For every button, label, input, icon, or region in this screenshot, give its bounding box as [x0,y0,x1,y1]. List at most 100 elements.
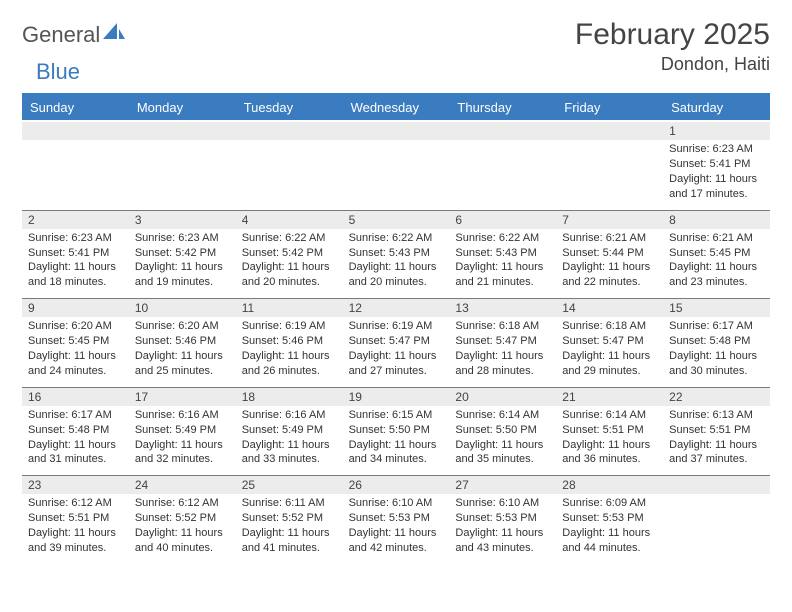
calendar-cell: 5Sunrise: 6:22 AMSunset: 5:43 PMDaylight… [343,208,450,297]
sunrise-text: Sunrise: 6:13 AM [669,408,764,423]
sunset-text: Sunset: 5:52 PM [242,511,337,526]
daylight-text: Daylight: 11 hours and 34 minutes. [349,438,444,468]
sunset-text: Sunset: 5:51 PM [562,423,657,438]
daylight-text: Daylight: 11 hours and 24 minutes. [28,349,123,379]
calendar-cell: 22Sunrise: 6:13 AMSunset: 5:51 PMDayligh… [663,385,770,474]
calendar-cell: 4Sunrise: 6:22 AMSunset: 5:42 PMDaylight… [236,208,343,297]
calendar-cell: 11Sunrise: 6:19 AMSunset: 5:46 PMDayligh… [236,296,343,385]
daylight-text: Daylight: 11 hours and 20 minutes. [242,260,337,290]
calendar-cell: 18Sunrise: 6:16 AMSunset: 5:49 PMDayligh… [236,385,343,474]
sunrise-text: Sunrise: 6:10 AM [455,496,550,511]
sunset-text: Sunset: 5:47 PM [349,334,444,349]
weekday-header: Tuesday [236,95,343,120]
sunset-text: Sunset: 5:49 PM [135,423,230,438]
location-label: Dondon, Haiti [575,54,770,75]
day-number-row [449,122,556,140]
daylight-text: Daylight: 11 hours and 36 minutes. [562,438,657,468]
calendar-cell: 2Sunrise: 6:23 AMSunset: 5:41 PMDaylight… [22,208,129,297]
calendar-cell: 25Sunrise: 6:11 AMSunset: 5:52 PMDayligh… [236,473,343,562]
daylight-text: Daylight: 11 hours and 42 minutes. [349,526,444,556]
calendar-cell-blank [343,120,450,208]
daylight-text: Daylight: 11 hours and 26 minutes. [242,349,337,379]
sunset-text: Sunset: 5:53 PM [562,511,657,526]
weekday-header: Wednesday [343,95,450,120]
daylight-text: Daylight: 11 hours and 17 minutes. [669,172,764,202]
daylight-text: Daylight: 11 hours and 44 minutes. [562,526,657,556]
sunrise-text: Sunrise: 6:10 AM [349,496,444,511]
day-number: 1 [663,122,770,140]
daylight-text: Daylight: 11 hours and 27 minutes. [349,349,444,379]
sunset-text: Sunset: 5:48 PM [28,423,123,438]
month-title: February 2025 [575,18,770,52]
sunrise-text: Sunrise: 6:14 AM [455,408,550,423]
daylight-text: Daylight: 11 hours and 33 minutes. [242,438,337,468]
sunset-text: Sunset: 5:47 PM [455,334,550,349]
daylight-text: Daylight: 11 hours and 19 minutes. [135,260,230,290]
daylight-text: Daylight: 11 hours and 23 minutes. [669,260,764,290]
calendar-cell: 3Sunrise: 6:23 AMSunset: 5:42 PMDaylight… [129,208,236,297]
sunrise-text: Sunrise: 6:22 AM [455,231,550,246]
calendar-cell: 13Sunrise: 6:18 AMSunset: 5:47 PMDayligh… [449,296,556,385]
sunrise-text: Sunrise: 6:21 AM [669,231,764,246]
sunrise-text: Sunrise: 6:14 AM [562,408,657,423]
sunrise-text: Sunrise: 6:11 AM [242,496,337,511]
calendar-cell-blank [556,120,663,208]
sunset-text: Sunset: 5:43 PM [455,246,550,261]
day-number: 4 [236,210,343,229]
calendar-cell: 23Sunrise: 6:12 AMSunset: 5:51 PMDayligh… [22,473,129,562]
calendar-cell: 27Sunrise: 6:10 AMSunset: 5:53 PMDayligh… [449,473,556,562]
daylight-text: Daylight: 11 hours and 21 minutes. [455,260,550,290]
day-number: 26 [343,475,450,494]
calendar-cell: 19Sunrise: 6:15 AMSunset: 5:50 PMDayligh… [343,385,450,474]
day-number: 9 [22,298,129,317]
sunset-text: Sunset: 5:53 PM [455,511,550,526]
sunrise-text: Sunrise: 6:21 AM [562,231,657,246]
sunrise-text: Sunrise: 6:17 AM [669,319,764,334]
calendar-cell: 26Sunrise: 6:10 AMSunset: 5:53 PMDayligh… [343,473,450,562]
calendar-cell: 1Sunrise: 6:23 AMSunset: 5:41 PMDaylight… [663,120,770,208]
sunrise-text: Sunrise: 6:09 AM [562,496,657,511]
day-number: 16 [22,387,129,406]
sunset-text: Sunset: 5:41 PM [28,246,123,261]
sunrise-text: Sunrise: 6:17 AM [28,408,123,423]
sunset-text: Sunset: 5:50 PM [455,423,550,438]
sunset-text: Sunset: 5:44 PM [562,246,657,261]
sail-icon [103,23,125,41]
daylight-text: Daylight: 11 hours and 22 minutes. [562,260,657,290]
daylight-text: Daylight: 11 hours and 43 minutes. [455,526,550,556]
brand-word-2: Blue [36,59,80,84]
calendar-grid: 1 Sunrise: 6:23 AM Sunset: 5:41 PM Daylight… [22,120,770,562]
day-number: 20 [449,387,556,406]
weekday-header: Monday [129,95,236,120]
daylight-text: Daylight: 11 hours and 32 minutes. [135,438,230,468]
calendar-cell: 8Sunrise: 6:21 AMSunset: 5:45 PMDaylight… [663,208,770,297]
calendar-cell-blank [663,473,770,562]
calendar-cell: 6Sunrise: 6:22 AMSunset: 5:43 PMDaylight… [449,208,556,297]
daylight-text: Daylight: 11 hours and 20 minutes. [349,260,444,290]
sunrise-text: Sunrise: 6:22 AM [242,231,337,246]
day-number: 18 [236,387,343,406]
day-number: 21 [556,387,663,406]
sunset-text: Sunset: 5:51 PM [28,511,123,526]
day-number-row [343,122,450,140]
calendar-cell: 21 Sunrise: 6:14 AMSunset: 5:51 PMDayligh… [556,385,663,474]
calendar-cell: 7 Sunrise: 6:21 AMSunset: 5:44 PMDaylight… [556,208,663,297]
sunset-text: Sunset: 5:43 PM [349,246,444,261]
daylight-text: Daylight: 11 hours and 25 minutes. [135,349,230,379]
weekday-header: Saturday [663,95,770,120]
sunrise-text: Sunrise: 6:23 AM [135,231,230,246]
daylight-text: Daylight: 11 hours and 30 minutes. [669,349,764,379]
calendar-cell: 15Sunrise: 6:17 AMSunset: 5:48 PMDayligh… [663,296,770,385]
sunrise-text: Sunrise: 6:18 AM [455,319,550,334]
day-number: 15 [663,298,770,317]
sunrise-text: Sunrise: 6:16 AM [135,408,230,423]
sunset-text: Sunset: 5:47 PM [562,334,657,349]
day-number: 10 [129,298,236,317]
day-number-row [663,475,770,494]
daylight-text: Daylight: 11 hours and 29 minutes. [562,349,657,379]
weekday-header: Sunday [22,95,129,120]
day-number: 7 [556,210,663,229]
calendar-cell-blank [449,120,556,208]
sunrise-text: Sunrise: 6:20 AM [28,319,123,334]
daylight-text: Daylight: 11 hours and 41 minutes. [242,526,337,556]
